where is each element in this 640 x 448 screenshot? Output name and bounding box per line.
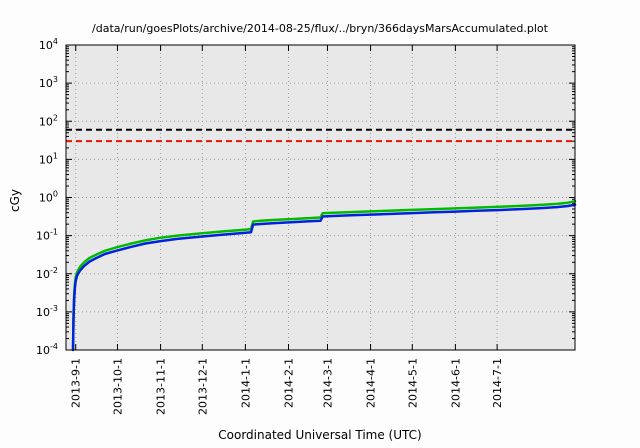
svg-text:2013-12-1: 2013-12-1 bbox=[196, 358, 209, 415]
svg-text:10-1: 10-1 bbox=[36, 228, 58, 243]
svg-text:100: 100 bbox=[39, 190, 58, 205]
chart-title: /data/run/goesPlots/archive/2014-08-25/f… bbox=[92, 22, 548, 35]
svg-text:104: 104 bbox=[39, 37, 58, 52]
x-axis-label: Coordinated Universal Time (UTC) bbox=[218, 428, 422, 442]
svg-text:2014-5-1: 2014-5-1 bbox=[406, 358, 419, 408]
svg-text:2014-1-1: 2014-1-1 bbox=[239, 358, 252, 408]
svg-text:103: 103 bbox=[39, 75, 58, 90]
svg-text:2013-9-1: 2013-9-1 bbox=[70, 358, 83, 408]
svg-text:2013-10-1: 2013-10-1 bbox=[111, 358, 124, 415]
svg-text:2014-3-1: 2014-3-1 bbox=[321, 358, 334, 408]
svg-text:2014-4-1: 2014-4-1 bbox=[365, 358, 378, 408]
svg-text:2014-6-1: 2014-6-1 bbox=[449, 358, 462, 408]
svg-text:10-4: 10-4 bbox=[36, 342, 58, 357]
svg-text:102: 102 bbox=[39, 113, 58, 128]
svg-text:2013-11-1: 2013-11-1 bbox=[155, 358, 168, 415]
svg-text:2014-7-1: 2014-7-1 bbox=[491, 358, 504, 408]
svg-text:101: 101 bbox=[39, 151, 58, 166]
svg-text:10-3: 10-3 bbox=[36, 304, 58, 319]
svg-text:2014-2-1: 2014-2-1 bbox=[283, 358, 296, 408]
svg-text:10-2: 10-2 bbox=[36, 266, 58, 281]
